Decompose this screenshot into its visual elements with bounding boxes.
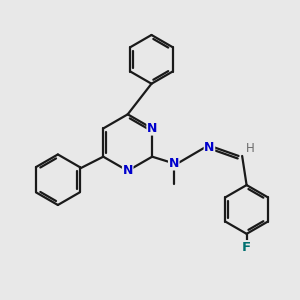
Text: N: N [204,140,214,154]
Text: F: F [242,241,251,254]
Text: N: N [169,157,179,170]
Text: N: N [147,122,157,135]
Text: H: H [246,142,255,155]
Text: N: N [122,164,133,177]
